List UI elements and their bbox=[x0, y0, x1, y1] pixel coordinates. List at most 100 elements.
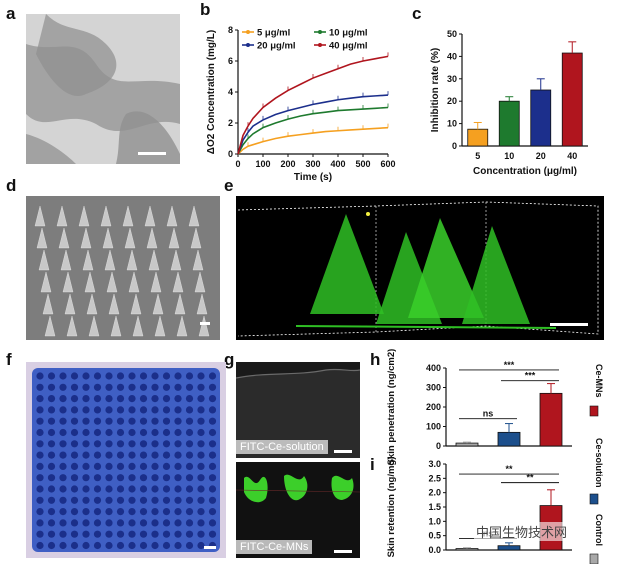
legend-label: Ce-solution bbox=[594, 438, 604, 488]
stain-dot bbox=[151, 530, 159, 538]
stain-dot bbox=[93, 508, 102, 516]
stain-dot bbox=[59, 508, 67, 516]
stain-dot bbox=[139, 406, 148, 414]
stain-dot bbox=[197, 541, 205, 550]
microneedle bbox=[192, 249, 204, 271]
y-tick-label: 6 bbox=[228, 56, 233, 66]
stain-dot bbox=[105, 417, 113, 425]
y-tick-label: 0 bbox=[436, 441, 441, 451]
y-tick-label: 8 bbox=[228, 25, 233, 35]
stain-dot bbox=[185, 451, 194, 459]
stain-dot bbox=[174, 383, 182, 391]
significance-label: ** bbox=[505, 464, 513, 474]
bar-control bbox=[455, 442, 479, 447]
y-tick-label: 10 bbox=[447, 119, 457, 129]
sem-microneedle-image bbox=[26, 196, 220, 340]
stain-dot bbox=[36, 462, 44, 470]
microneedle bbox=[194, 271, 206, 293]
stain-dot bbox=[116, 372, 125, 380]
stain-dot bbox=[151, 451, 159, 459]
stain-dot bbox=[162, 541, 171, 550]
stain-dot bbox=[128, 417, 136, 425]
stain-dot bbox=[208, 406, 217, 414]
stain-dot bbox=[185, 485, 194, 493]
stain-dot bbox=[116, 530, 125, 538]
stain-dot bbox=[151, 462, 159, 470]
bar-ce-solution bbox=[497, 431, 521, 447]
stain-dot bbox=[105, 508, 113, 516]
x-tick-label: 40 bbox=[567, 151, 577, 161]
legend-label: Ce-MNs bbox=[594, 364, 604, 398]
stain-dot bbox=[116, 451, 125, 459]
stain-dot bbox=[139, 519, 148, 527]
stain-dot bbox=[197, 519, 205, 527]
microneedle bbox=[130, 293, 142, 315]
y-tick-label: 40 bbox=[447, 51, 457, 61]
microneedle bbox=[108, 293, 120, 315]
stain-dot bbox=[197, 496, 205, 504]
series-line-1 bbox=[237, 106, 389, 155]
x-tick-label: 5 bbox=[475, 151, 480, 161]
stain-dot bbox=[105, 485, 113, 493]
stain-dot bbox=[128, 508, 136, 516]
microneedle bbox=[166, 205, 178, 227]
stain-dot bbox=[59, 496, 67, 504]
stain-dot bbox=[128, 428, 136, 437]
stain-dot bbox=[174, 406, 182, 414]
stain-dot bbox=[151, 508, 159, 516]
microneedle bbox=[80, 227, 92, 249]
stain-dot bbox=[82, 395, 90, 403]
microneedle bbox=[42, 293, 54, 315]
scale-bar-d bbox=[200, 322, 210, 325]
x-tick-label: 0 bbox=[235, 159, 240, 169]
microneedle bbox=[66, 315, 78, 337]
microneedle bbox=[132, 315, 144, 337]
microneedle bbox=[168, 227, 180, 249]
stain-dot bbox=[128, 372, 136, 380]
stain-dot bbox=[185, 440, 194, 448]
microneedle bbox=[84, 271, 96, 293]
y-axis-title: Inhibition rate (%) bbox=[430, 48, 441, 132]
stain-dot bbox=[70, 485, 79, 493]
stain-dot bbox=[36, 496, 44, 504]
stain-dot bbox=[197, 474, 205, 482]
microneedle bbox=[122, 205, 134, 227]
stain-dot bbox=[139, 530, 148, 538]
microneedle bbox=[170, 249, 182, 271]
stain-dot bbox=[82, 474, 90, 482]
stain-dot bbox=[197, 440, 205, 448]
stain-dot bbox=[174, 541, 182, 550]
microneedle bbox=[124, 227, 136, 249]
legend-swatch bbox=[589, 405, 599, 417]
microneedle bbox=[62, 271, 74, 293]
stain-dot bbox=[116, 406, 125, 414]
bar-ce-mns bbox=[539, 392, 563, 447]
stain-dot bbox=[197, 417, 205, 425]
stain-dot bbox=[174, 440, 182, 448]
y-tick-label: 2.5 bbox=[428, 473, 441, 483]
x-tick-label: 200 bbox=[280, 159, 295, 169]
series-line-3 bbox=[237, 55, 389, 155]
microneedle bbox=[36, 227, 48, 249]
stain-dot bbox=[82, 462, 90, 470]
stain-dot bbox=[185, 406, 194, 414]
stain-dot bbox=[116, 474, 125, 482]
microneedle bbox=[144, 205, 156, 227]
stain-dot bbox=[162, 530, 171, 538]
stain-dot bbox=[70, 406, 79, 414]
stain-dot bbox=[105, 440, 113, 448]
microneedle bbox=[196, 293, 208, 315]
stain-dot bbox=[82, 451, 90, 459]
stain-dot bbox=[36, 383, 44, 391]
stain-dot bbox=[197, 508, 205, 516]
stain-dot bbox=[128, 496, 136, 504]
stain-dot bbox=[59, 530, 67, 538]
stain-dot bbox=[174, 508, 182, 516]
stain-dot bbox=[47, 541, 56, 550]
microneedle bbox=[38, 249, 50, 271]
legend-hi: Ce-MNs Ce-solution Control bbox=[589, 364, 604, 564]
scale-bar-e bbox=[550, 323, 588, 326]
microneedle bbox=[128, 271, 140, 293]
stain-dot bbox=[93, 406, 102, 414]
stain-dot bbox=[162, 496, 171, 504]
